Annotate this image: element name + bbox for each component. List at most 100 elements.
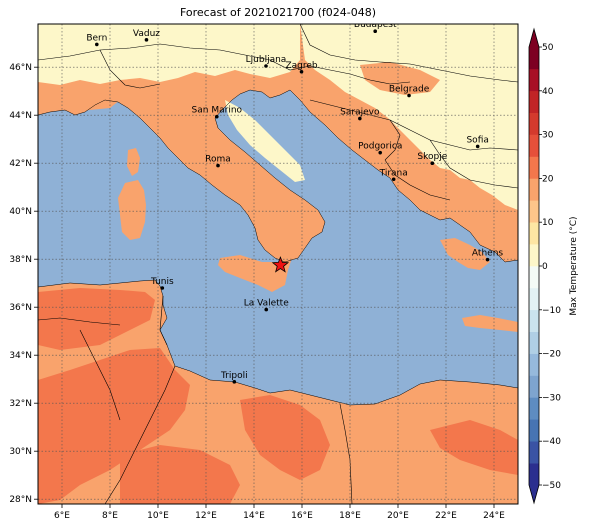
city-dot	[475, 144, 480, 149]
sicily-island	[218, 255, 292, 292]
y-tick-label: 40°N	[9, 207, 32, 217]
x-tick-label: 22°E	[435, 511, 457, 521]
city-dot	[378, 150, 383, 155]
y-tick-label: 36°N	[9, 303, 32, 313]
colorbar-segment	[529, 309, 539, 332]
y-tick-label: 42°N	[9, 159, 32, 169]
colorbar-segment	[529, 90, 539, 113]
colorbar-tick-label: 20	[542, 174, 554, 184]
colorbar-tick-label: −20	[542, 350, 561, 360]
x-tick-label: 10°E	[147, 511, 169, 521]
x-tick-label: 14°E	[243, 511, 265, 521]
city-dot	[232, 380, 237, 384]
city-dot	[430, 161, 435, 165]
apennine-cool-area	[225, 100, 305, 182]
y-tick-label: 34°N	[9, 351, 32, 361]
colorbar-segment	[529, 331, 539, 354]
city-dot	[144, 38, 149, 42]
colorbar-segment	[529, 112, 539, 135]
map-title: Forecast of 2021021700 (f024-048)	[179, 6, 377, 19]
colorbar-tick-label: 40	[542, 87, 554, 97]
city-dot	[95, 42, 99, 47]
colorbar-tick-label: −30	[542, 393, 561, 403]
colorbar-tick-label: −10	[542, 306, 561, 316]
city-dot	[373, 29, 378, 33]
city-label: Budapest	[354, 20, 397, 30]
colorbar-segment	[529, 441, 539, 464]
city-dot	[264, 307, 269, 312]
city-label: Belgrade	[389, 85, 430, 95]
colorbar-segment	[529, 178, 539, 201]
colorbar-tick-label: 0	[542, 262, 548, 272]
colorbar-segment	[529, 419, 539, 442]
colorbar-segment	[529, 266, 539, 289]
city-dot	[299, 69, 304, 74]
city-label: San Marino	[192, 106, 243, 116]
city-label: Athens	[472, 249, 503, 259]
colorbar-segment	[529, 68, 539, 92]
map-frame	[37, 23, 519, 505]
colorbar-segment	[529, 222, 539, 245]
axis-ticks: 6°E 8°E 10°E 12°E 14°E 16°E 18°E 20°E 22°E 24°E 28…	[9, 63, 505, 521]
city-dot	[264, 64, 268, 68]
colorbar-tick-label: 10	[542, 218, 554, 228]
northern-warm-patch	[50, 88, 120, 112]
city-dot	[216, 163, 220, 168]
sardinia-island	[118, 180, 146, 240]
city-label: Vaduz	[133, 29, 160, 39]
colorbar-segment	[529, 287, 539, 311]
star-marker	[271, 256, 290, 273]
x-tick-label: 20°E	[387, 511, 409, 521]
colorbar-tick-label: 50	[542, 43, 554, 53]
peloponnese	[440, 238, 490, 270]
colorbar-segment	[529, 397, 539, 420]
x-tick-label: 16°E	[291, 511, 313, 521]
city-label: Roma	[205, 155, 231, 165]
city-label: Podgorica	[358, 142, 402, 152]
city-label: Bern	[86, 33, 107, 43]
city-dot	[485, 257, 490, 262]
city-dot	[358, 116, 362, 121]
y-tick-label: 46°N	[9, 63, 32, 73]
city-label: Tripoli	[220, 371, 248, 381]
x-tick-label: 12°E	[195, 511, 217, 521]
city-dot	[407, 93, 411, 98]
city-label: Tunis	[150, 277, 174, 287]
x-tick-label: 8°E	[102, 511, 118, 521]
y-tick-label: 44°N	[9, 111, 32, 121]
gridlines	[38, 24, 518, 504]
colorbar-tick-label: −50	[542, 481, 561, 491]
city-label: La Valette	[244, 299, 289, 309]
colorbar: 50 40 30 20 10 0 −10 −20 −30 −40 −50 Max Temperatur…	[528, 27, 579, 505]
colorbar-tick-label: −40	[542, 437, 561, 447]
x-tick-label: 18°E	[339, 511, 361, 521]
y-tick-label: 30°N	[9, 447, 32, 457]
city-label: Skopje	[417, 152, 447, 162]
colorbar-segment	[529, 375, 539, 398]
city-label: Tirana	[379, 168, 408, 178]
city-label: Sarajevo	[340, 108, 380, 118]
colorbar-segment	[529, 463, 539, 486]
city-label: Ljubljana	[246, 55, 287, 65]
africa-warm-patch	[430, 420, 518, 475]
africa-warm-patch	[38, 288, 155, 350]
colorbar-tick-label: 30	[542, 131, 554, 141]
colorbar-extend-bottom	[529, 485, 539, 503]
pannonian-warm-patch	[360, 62, 440, 95]
colorbar-segment	[529, 47, 539, 70]
colorbar-segment	[529, 244, 539, 267]
colorbar-segment	[529, 156, 539, 179]
city-label: Sofia	[466, 135, 488, 145]
colorbar-segment	[529, 353, 539, 376]
country-borders	[38, 24, 518, 504]
city-dot	[391, 177, 396, 182]
y-tick-label: 32°N	[9, 399, 32, 409]
city-dot	[160, 286, 165, 290]
colorbar-segment	[529, 134, 539, 157]
city-dot	[215, 114, 219, 119]
y-tick-label: 38°N	[9, 255, 32, 265]
alps-cool-area	[38, 24, 300, 85]
